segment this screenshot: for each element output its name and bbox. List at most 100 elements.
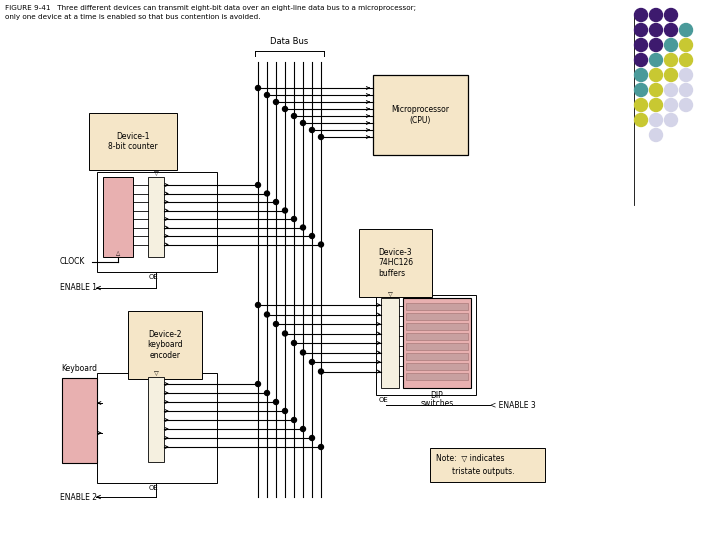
Text: Device-3
74HC126
buffers: Device-3 74HC126 buffers [378,248,413,278]
Bar [406,373,468,380]
Circle shape [665,98,678,111]
Bar [148,177,164,257]
Circle shape [310,360,315,365]
Circle shape [300,350,305,355]
Circle shape [264,92,269,98]
Text: Keyboard: Keyboard [61,364,97,373]
Circle shape [318,134,323,139]
Circle shape [680,98,693,111]
Circle shape [300,225,305,230]
Circle shape [282,331,287,336]
Circle shape [634,53,647,66]
Circle shape [274,400,279,404]
Circle shape [649,53,662,66]
Bar [406,363,468,370]
Circle shape [264,191,269,196]
Circle shape [300,120,305,125]
Text: FIGURE 9-41   Three different devices can transmit eight-bit data over an eight-: FIGURE 9-41 Three different devices can … [5,5,416,11]
Text: Data Bus: Data Bus [270,37,308,46]
Circle shape [665,24,678,37]
Circle shape [256,183,261,187]
Bar [376,295,476,395]
Text: switches: switches [420,399,454,408]
Bar [62,378,97,463]
Circle shape [649,24,662,37]
Circle shape [680,38,693,51]
Bar [430,448,545,482]
Circle shape [274,99,279,105]
Circle shape [634,84,647,97]
Circle shape [264,390,269,395]
Circle shape [665,113,678,126]
Circle shape [680,24,693,37]
Circle shape [318,369,323,374]
Circle shape [282,408,287,414]
Circle shape [634,98,647,111]
Circle shape [256,85,261,91]
Circle shape [256,381,261,387]
Text: < ENABLE 3: < ENABLE 3 [490,401,536,409]
Text: ENABLE 2: ENABLE 2 [60,492,97,502]
Text: tristate outputs.: tristate outputs. [452,468,515,476]
Circle shape [649,98,662,111]
Bar [381,298,399,388]
Circle shape [292,113,297,118]
Bar [97,172,217,272]
Bar [148,377,164,462]
Text: ENABLE 1: ENABLE 1 [60,284,97,293]
Bar [406,353,468,360]
Text: Device-1
8-bit counter: Device-1 8-bit counter [108,132,158,151]
Bar [406,303,468,310]
Bar [406,333,468,340]
Circle shape [300,427,305,431]
Circle shape [665,38,678,51]
Circle shape [649,129,662,141]
Circle shape [282,208,287,213]
Circle shape [274,321,279,327]
Circle shape [264,312,269,317]
Bar [103,177,133,257]
Circle shape [310,127,315,132]
Circle shape [292,217,297,221]
Text: ▽: ▽ [387,292,392,297]
Circle shape [310,233,315,239]
Circle shape [274,199,279,205]
Circle shape [665,84,678,97]
Bar [97,373,217,483]
Circle shape [310,435,315,441]
Circle shape [649,69,662,82]
Circle shape [680,84,693,97]
Circle shape [634,113,647,126]
Circle shape [680,69,693,82]
Circle shape [318,444,323,449]
Text: Microprocessor: Microprocessor [392,105,449,113]
Circle shape [665,69,678,82]
Text: ▽: ▽ [153,371,158,376]
Circle shape [665,9,678,22]
Text: only one device at a time is enabled so that bus contention is avoided.: only one device at a time is enabled so … [5,14,261,20]
Circle shape [282,106,287,111]
Bar [403,298,471,388]
Bar [406,313,468,320]
Circle shape [634,38,647,51]
Text: OE: OE [379,397,389,403]
Text: OE: OE [149,485,158,491]
Circle shape [649,9,662,22]
Text: Device-2
keyboard
encoder: Device-2 keyboard encoder [147,330,183,360]
Circle shape [292,417,297,422]
Circle shape [649,38,662,51]
Circle shape [634,9,647,22]
Text: DIP: DIP [431,391,444,400]
Bar [373,75,468,155]
Circle shape [665,53,678,66]
Circle shape [680,53,693,66]
Circle shape [318,242,323,247]
Circle shape [256,302,261,307]
Text: ▽: ▽ [153,171,158,176]
Circle shape [634,24,647,37]
Circle shape [649,84,662,97]
Circle shape [292,341,297,346]
Text: △: △ [116,250,120,255]
Text: CLOCK: CLOCK [60,258,86,267]
Bar [406,343,468,350]
